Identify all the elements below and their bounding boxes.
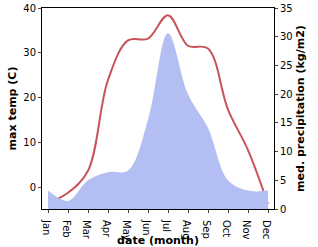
svg-text:35: 35 [280,3,293,14]
svg-text:Sep: Sep [201,220,212,239]
svg-text:date (month): date (month) [117,234,199,247]
svg-text:Jul: Jul [161,219,172,232]
svg-text:10: 10 [23,137,36,148]
svg-text:Mar: Mar [81,220,92,240]
svg-text:30: 30 [280,31,293,42]
svg-text:max temp (C): max temp (C) [6,67,19,151]
svg-text:10: 10 [280,146,293,157]
svg-text:May: May [121,220,132,241]
svg-text:30: 30 [23,47,36,58]
svg-text:5: 5 [280,175,286,186]
svg-text:0: 0 [280,204,286,215]
svg-text:25: 25 [280,60,293,71]
svg-text:Jan: Jan [41,219,52,235]
svg-text:Jun: Jun [141,219,152,236]
svg-text:15: 15 [280,117,293,128]
svg-text:Dec: Dec [261,220,272,239]
svg-text:0: 0 [30,182,36,193]
svg-text:Aug: Aug [181,220,192,240]
svg-text:20: 20 [280,89,293,100]
svg-text:Oct: Oct [221,220,232,237]
svg-text:40: 40 [23,3,36,14]
svg-text:Feb: Feb [61,220,72,238]
svg-text:20: 20 [23,92,36,103]
svg-text:Nov: Nov [241,220,252,240]
svg-text:med. precipitation (kg/m2): med. precipitation (kg/m2) [294,25,307,192]
svg-text:Apr: Apr [101,220,112,238]
